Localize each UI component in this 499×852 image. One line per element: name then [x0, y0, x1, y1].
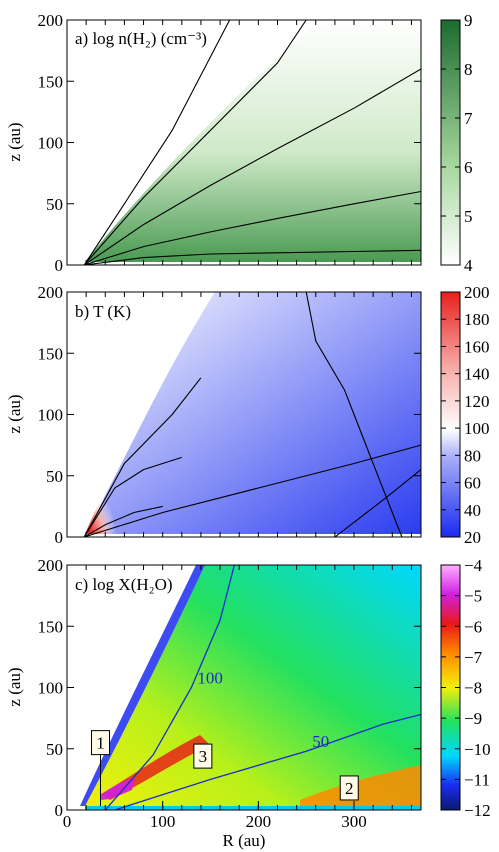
- panel-b-title: b) T (K): [75, 302, 131, 321]
- xtick-label-c-2: 200: [246, 812, 272, 831]
- panel-a-axes: 0 50 100 150 200: [38, 11, 421, 275]
- colorbar-tick-label-c-6: −10: [464, 740, 491, 759]
- ytick-label-c-0: 0: [55, 801, 64, 820]
- contour-line-a-2: [83, 68, 421, 265]
- panel-c-xlabel: R (au): [223, 831, 266, 850]
- temperature-contour-label-100: 100: [197, 669, 223, 688]
- panel-c-ylabel: z (au): [5, 667, 24, 706]
- panel-b-colorbar: [440, 291, 461, 538]
- panel-a-ylabel: z (au): [5, 122, 24, 161]
- colorbar-tick-label-a-3: 7: [464, 109, 473, 128]
- panel-b-axes: 0 50 100 150 200: [38, 283, 421, 547]
- colorbar-tick-label-b-9: 200: [464, 283, 490, 302]
- colorbar-tick-label-b-5: 120: [464, 392, 490, 411]
- panel-c-midplane-cold: [85, 806, 421, 810]
- temperature-contour-50: [114, 713, 421, 810]
- panel-b-ylabel: z (au): [5, 394, 24, 433]
- contour-line-b-3: [84, 444, 421, 537]
- colorbar-tick-label-b-1: 40: [464, 501, 481, 520]
- annotation-box-3: [193, 743, 213, 769]
- panel-a-fill: [85, 20, 421, 262]
- panel-a-colorbar: [440, 19, 461, 266]
- panel-b-colorbar-ticks: 20 40 60 80 100 120 140 160 180 200: [441, 283, 490, 547]
- ytick-label-b-0: 0: [55, 528, 64, 547]
- colorbar-tick-label-b-0: 20: [464, 528, 481, 547]
- colorbar-tick-label-a-4: 8: [464, 60, 473, 79]
- panel-b-fill: [85, 292, 421, 534]
- contour-line-a-3: [83, 20, 307, 265]
- panel-c-magenta-spot: [100, 778, 135, 800]
- colorbar-tick-label-b-3: 80: [464, 446, 481, 465]
- ytick-label-a-0: 0: [55, 256, 64, 275]
- ytick-label-b-3: 150: [38, 344, 64, 363]
- contour-line-a-0: [84, 249, 421, 265]
- colorbar-tick-label-a-5: 9: [464, 11, 473, 30]
- colorbar-tick-label-c-0: −4: [464, 556, 483, 575]
- panel-c-title: c) log X(H₂O): [75, 575, 173, 594]
- colorbar-tick-label-a-1: 5: [464, 207, 473, 226]
- panel-c-blue-edge: [80, 565, 205, 806]
- panel-b-contours: [83, 292, 421, 537]
- panel-c-midplane-hot: [300, 765, 421, 810]
- panel-c: 100 50 0 50 100 150 200 0 100 200 300 c) log X(H₂…: [5, 556, 491, 850]
- colorbar-tick-label-a-2: 6: [464, 158, 473, 177]
- panel-c-colorbar-ticks: −4 −5 −6 −7 −8 −9 −10 −11 −12: [441, 556, 491, 820]
- contour-line-a-4: [83, 20, 231, 265]
- ytick-label-a-1: 50: [46, 195, 63, 214]
- panel-b: 0 50 100 150 200 b) T (K) z (au) 20 40 60 80 100…: [5, 283, 490, 547]
- ytick-label-b-4: 200: [38, 283, 64, 302]
- ytick-label-a-3: 150: [38, 72, 64, 91]
- colorbar-tick-label-b-2: 60: [464, 474, 481, 493]
- annotation-label-2: 2: [345, 779, 354, 798]
- annotation-box-2: [339, 775, 359, 801]
- ytick-label-a-4: 200: [38, 11, 64, 30]
- colorbar-tick-label-c-2: −6: [464, 617, 482, 636]
- temperature-contour-100: [104, 565, 236, 810]
- colorbar-tick-label-c-1: −5: [464, 587, 482, 606]
- colorbar-tick-label-c-7: −11: [464, 770, 490, 789]
- panel-a-title: a) log n(H₂) (cm⁻³): [75, 29, 207, 48]
- contour-line-a-1: [84, 190, 421, 265]
- temperature-contour-label-50: 50: [312, 732, 329, 751]
- annotation-label-1: 1: [96, 734, 105, 753]
- ytick-label-b-1: 50: [46, 467, 63, 486]
- ytick-label-c-3: 150: [38, 617, 64, 636]
- ytick-label-c-2: 100: [38, 679, 64, 698]
- annotation-label-3: 3: [199, 747, 208, 766]
- colorbar-tick-label-c-5: −9: [464, 709, 482, 728]
- xtick-label-c-0: 0: [63, 812, 72, 831]
- colorbar-tick-label-b-6: 140: [464, 365, 490, 384]
- colorbar-tick-label-a-0: 4: [464, 256, 473, 275]
- colorbar-tick-label-c-3: −7: [464, 648, 483, 667]
- contour-line-b-5: [305, 292, 403, 537]
- panel-a-colorbar-ticks: 4 5 6 7 8 9: [441, 11, 473, 275]
- ytick-label-c-4: 200: [38, 556, 64, 575]
- colorbar-tick-label-b-4: 100: [464, 419, 490, 438]
- ytick-label-c-1: 50: [46, 740, 63, 759]
- colorbar-tick-label-c-8: −12: [464, 801, 491, 820]
- colorbar-tick-label-b-7: 160: [464, 337, 490, 356]
- ytick-label-b-2: 100: [38, 406, 64, 425]
- panel-c-contours: 100 50: [104, 565, 421, 810]
- xtick-label-c-1: 100: [150, 812, 176, 831]
- contour-line-b-4: [334, 469, 421, 537]
- xtick-label-c-3: 300: [341, 812, 367, 831]
- contour-line-b-1: [83, 456, 182, 537]
- panel-c-annotations: 1 2 3: [90, 730, 359, 806]
- colorbar-tick-label-c-4: −8: [464, 679, 482, 698]
- panel-c-fill: [85, 565, 421, 810]
- contour-line-b-2: [83, 377, 202, 537]
- ytick-label-a-2: 100: [38, 134, 64, 153]
- colorbar-tick-label-b-8: 180: [464, 310, 490, 329]
- contour-line-b-0: [83, 505, 163, 537]
- panel-a-contours: [83, 20, 421, 265]
